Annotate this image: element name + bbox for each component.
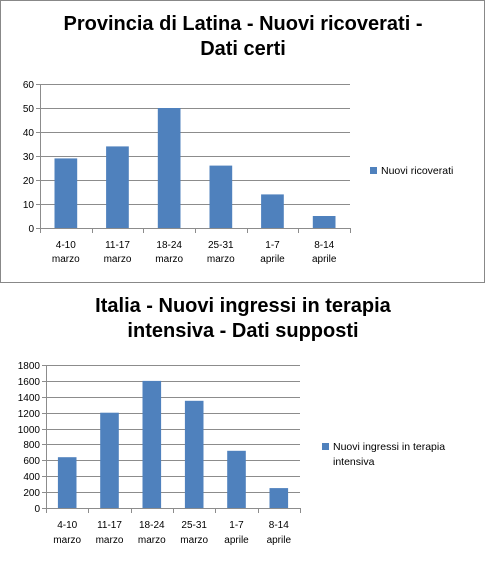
x-tick-label: marzo xyxy=(155,254,183,265)
bar xyxy=(157,108,181,228)
x-tick-label: 18-24 xyxy=(139,520,165,531)
y-tick-label: 200 xyxy=(23,488,40,499)
legend-swatch xyxy=(370,167,377,174)
bar-chart-latina: 0 10 20 30 40 50 60 4-10 marzo 11-17 marzo 18-24 mar… xyxy=(0,0,485,283)
y-tick-label: 40 xyxy=(23,128,35,139)
chart-panel-italia: Italia - Nuovi ingressi in terapia inten… xyxy=(0,284,486,575)
chart-title: Provincia di Latina - Nuovi ricoverati -… xyxy=(0,12,486,62)
y-tick-label: 1200 xyxy=(18,409,41,420)
chart-title: Italia - Nuovi ingressi in terapia inten… xyxy=(0,294,486,344)
bar xyxy=(57,457,77,508)
bar xyxy=(184,400,204,509)
x-tick-label: 18-24 xyxy=(156,240,182,251)
y-tick-label: 10 xyxy=(23,200,35,211)
y-tick-label: 1800 xyxy=(18,361,41,372)
bar xyxy=(209,165,233,228)
bar xyxy=(142,380,162,508)
y-tick-label: 50 xyxy=(23,104,35,115)
y-tick-label: 600 xyxy=(23,456,40,467)
chart-title-line: Provincia di Latina - Nuovi ricoverati - xyxy=(63,13,423,35)
x-tick-label: 1-7 xyxy=(229,520,244,531)
chart-title-line: Dati certi xyxy=(200,38,286,60)
x-tick-label: marzo xyxy=(104,254,132,265)
x-tick-label: aprile xyxy=(224,535,249,546)
x-tick-label: marzo xyxy=(138,535,166,546)
bar xyxy=(54,158,78,228)
x-tick-label: marzo xyxy=(180,535,208,546)
y-tick-label: 1600 xyxy=(18,377,41,388)
x-tick-label: aprile xyxy=(260,254,285,265)
bar xyxy=(227,450,246,508)
x-tick-label: 4-10 xyxy=(57,520,77,531)
y-tick-label: 800 xyxy=(23,440,40,451)
y-tick-label: 60 xyxy=(23,80,35,91)
chart-title-line: intensiva - Dati supposti xyxy=(127,320,359,342)
bar xyxy=(269,488,289,508)
legend-label: intensiva xyxy=(333,456,375,468)
x-tick-label: aprile xyxy=(267,535,292,546)
x-tick-label: marzo xyxy=(96,535,124,546)
y-tick-label: 0 xyxy=(28,224,34,235)
chart-frame xyxy=(0,0,485,283)
x-tick-label: 11-17 xyxy=(97,520,122,531)
x-tick-label: 25-31 xyxy=(208,240,234,251)
x-tick-label: 25-31 xyxy=(181,520,207,531)
y-tick-label: 1000 xyxy=(18,425,41,436)
x-tick-label: 4-10 xyxy=(56,240,76,251)
x-tick-label: marzo xyxy=(53,535,81,546)
bar xyxy=(100,412,119,508)
x-tick-label: marzo xyxy=(207,254,235,265)
bar xyxy=(312,216,336,228)
legend-label: Nuovi ricoverati xyxy=(381,165,453,177)
bar xyxy=(106,146,129,228)
y-tick-label: 400 xyxy=(23,472,40,483)
y-tick-label: 20 xyxy=(23,176,35,187)
y-tick-label: 0 xyxy=(34,504,40,515)
x-tick-label: marzo xyxy=(52,254,80,265)
y-tick-label: 30 xyxy=(23,152,35,163)
chart-title-line: Italia - Nuovi ingressi in terapia xyxy=(95,295,391,317)
x-tick-label: 8-14 xyxy=(269,520,289,531)
legend-label: Nuovi ingressi in terapia xyxy=(333,441,445,453)
x-tick-label: 8-14 xyxy=(314,240,334,251)
chart-panel-latina: Provincia di Latina - Nuovi ricoverati -… xyxy=(0,0,486,284)
y-tick-label: 1400 xyxy=(18,393,41,404)
x-tick-label: aprile xyxy=(312,254,337,265)
bar-chart-italia: 0 200 400 600 800 1000 1200 1400 1600 1800 4-10 mar… xyxy=(18,361,445,546)
x-tick-label: 1-7 xyxy=(265,240,280,251)
bar xyxy=(261,194,284,228)
x-tick-label: 11-17 xyxy=(105,240,130,251)
legend-swatch xyxy=(322,443,329,450)
